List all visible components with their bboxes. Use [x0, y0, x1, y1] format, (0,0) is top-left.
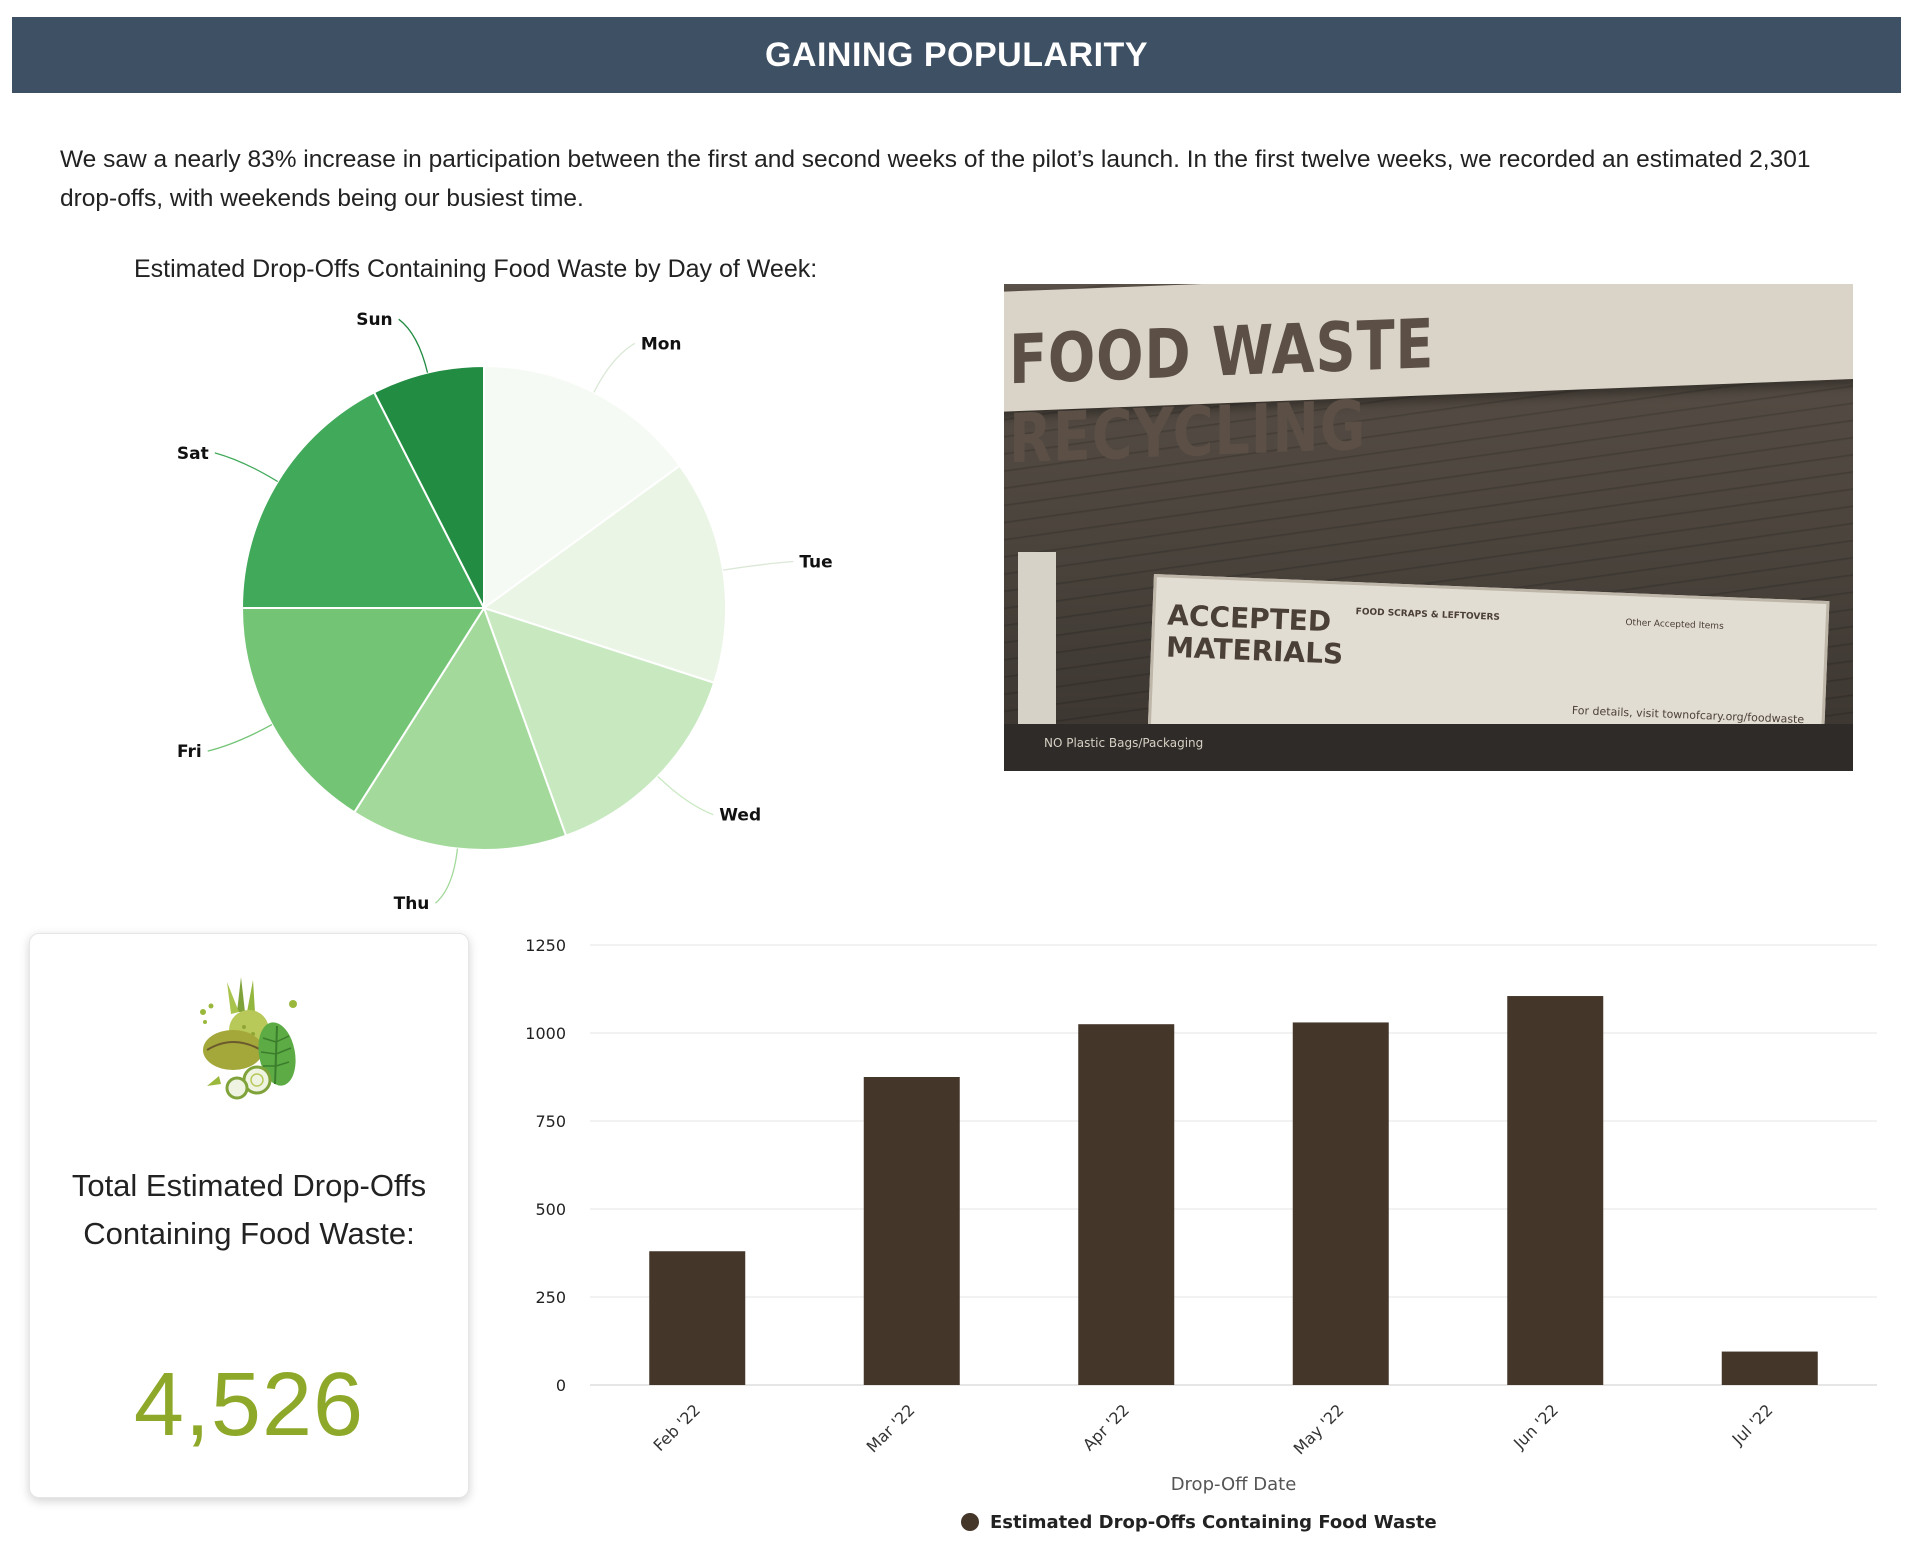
section-title: GAINING POPULARITY: [764, 35, 1149, 74]
pie-connector: [722, 560, 794, 571]
x-tick-label: Jun '22: [1509, 1400, 1562, 1453]
pie-chart-title: Estimated Drop-Offs Containing Food Wast…: [134, 255, 818, 283]
x-tick-label: May '22: [1290, 1400, 1348, 1458]
y-tick-label: 250: [535, 1288, 566, 1307]
legend-marker: [961, 1513, 979, 1531]
section-banner: GAINING POPULARITY: [12, 17, 1901, 93]
pie-label-tue: Tue: [799, 553, 832, 573]
vegetables-icon: [200, 977, 297, 1100]
pie-label-sun: Sun: [356, 310, 392, 330]
pie-chart: Mon Tue Wed Thu Fri Sat Sun: [177, 310, 833, 914]
pie-connector: [214, 452, 279, 483]
pie-label-fri: Fri: [177, 742, 202, 762]
recycling-station-photo: FOOD WASTE RECYCLING ACCEPTED MATERIALS …: [1004, 284, 1853, 771]
pie-label-wed: Wed: [719, 806, 761, 826]
station-base: [1004, 724, 1853, 771]
board-footer: For details, visit townofcary.org/foodwa…: [1571, 703, 1805, 727]
legend[interactable]: Estimated Drop-Offs Containing Food Wast…: [961, 1512, 1437, 1533]
bar-0[interactable]: [649, 1251, 746, 1385]
bar-chart: 0 250 500 750 1000 1250 Feb '22 Mar '22 Apr '22 M…: [525, 936, 1877, 1533]
bar-1[interactable]: [863, 1077, 960, 1385]
pie-connector: [657, 775, 714, 816]
pie-connector: [398, 318, 429, 373]
pie-slice-mon[interactable]: [483, 364, 682, 610]
x-tick-label: Mar '22: [863, 1400, 919, 1456]
pie-slice-sun[interactable]: [372, 364, 485, 609]
pie-connector: [207, 724, 273, 752]
pie-connector: [593, 342, 636, 393]
bar-3[interactable]: [1292, 1022, 1389, 1385]
x-tick-label: Apr '22: [1079, 1400, 1133, 1454]
pie-slice-sat[interactable]: [240, 391, 486, 609]
y-tick-label: 750: [535, 1112, 566, 1131]
board-col2-header: Other Accepted Items: [1625, 617, 1724, 632]
ground-text: NO Plastic Bags/Packaging: [1044, 736, 1204, 750]
sign-text: FOOD WASTE RECYCLING: [1009, 305, 1435, 480]
intro-paragraph: We saw a nearly 83% increase in particip…: [60, 146, 1811, 212]
total-dropoffs-card: Total Estimated Drop-Offs Containing Foo…: [29, 933, 469, 1498]
bar-5[interactable]: [1721, 1351, 1818, 1385]
x-tick-label: Jul '22: [1728, 1400, 1777, 1449]
pie-slice-thu[interactable]: [352, 605, 568, 851]
pie-label-mon: Mon: [641, 334, 682, 354]
board-title-line2: MATERIALS: [1165, 630, 1344, 671]
board-title: ACCEPTED MATERIALS: [1165, 599, 1345, 671]
bar-4[interactable]: [1507, 996, 1604, 1385]
y-tick-label: 0: [556, 1376, 566, 1395]
legend-label: Estimated Drop-Offs Containing Food Wast…: [990, 1512, 1437, 1533]
pie-slice-fri[interactable]: [240, 607, 486, 814]
pie-label-thu: Thu: [394, 894, 430, 914]
pie-label-sat: Sat: [177, 444, 209, 464]
y-tick-label: 500: [535, 1200, 566, 1219]
total-value: 4,526: [133, 1355, 365, 1455]
total-label: Total Estimated Drop-Offs Containing Foo…: [71, 1168, 427, 1251]
y-tick-label: 1250: [525, 936, 566, 955]
pie-connector: [434, 848, 459, 904]
board-col1-header: FOOD SCRAPS & LEFTOVERS: [1355, 607, 1501, 623]
x-tick-label: Feb '22: [650, 1400, 705, 1455]
bar-2[interactable]: [1078, 1024, 1175, 1385]
y-tick-label: 1000: [525, 1024, 566, 1043]
x-axis-title: Drop-Off Date: [1171, 1474, 1297, 1495]
